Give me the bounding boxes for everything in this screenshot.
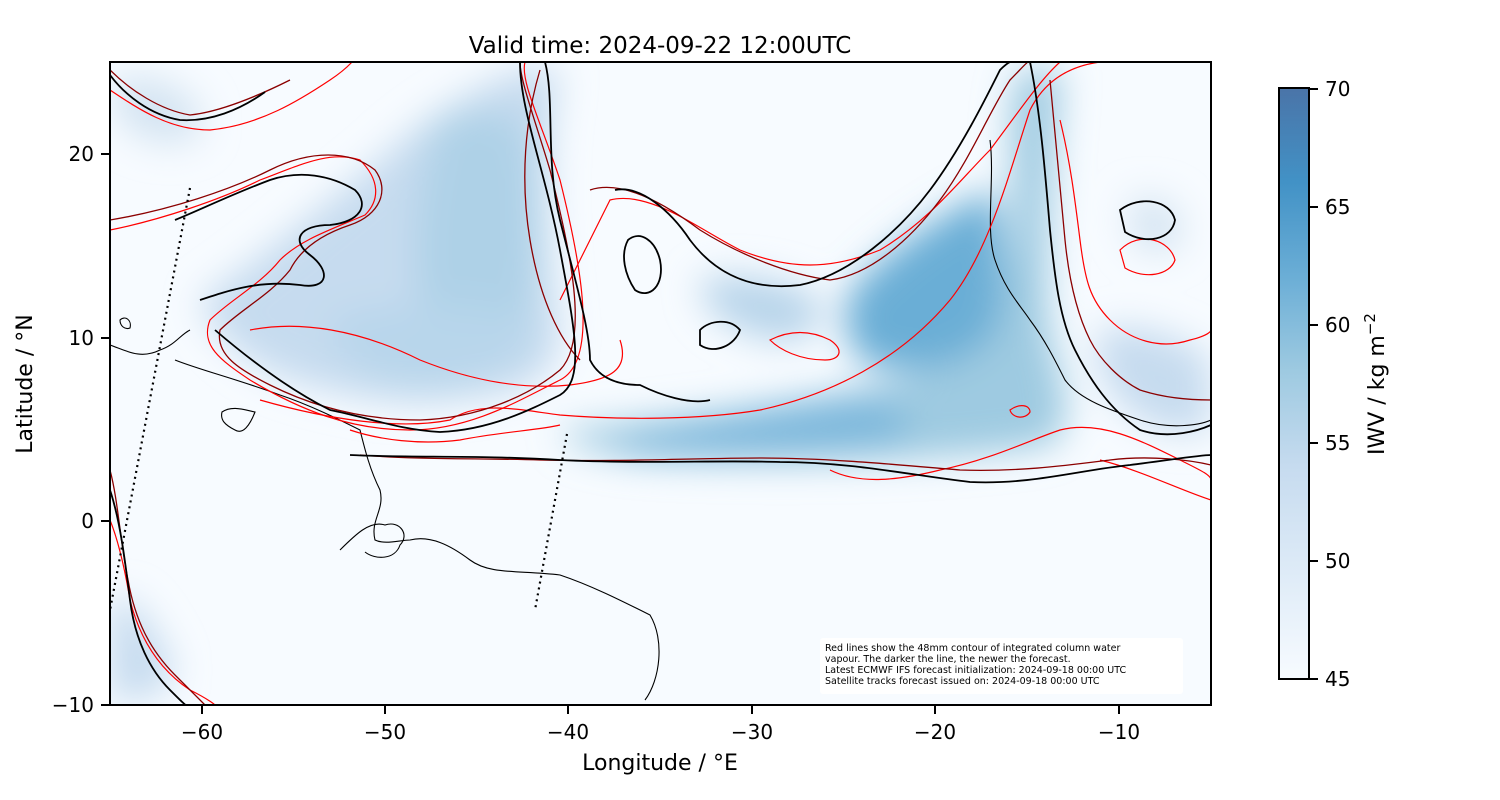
annotation-line-2: vapour. The darker the line, the newer t…	[825, 654, 1071, 665]
x-tick-label: −30	[731, 720, 773, 744]
coastline-island	[221, 407, 256, 432]
annotation-box: Red lines show the 48mm contour of integ…	[820, 638, 1183, 694]
contours-mid	[110, 62, 1211, 705]
iwv-field	[110, 70, 1210, 700]
plot-frame	[109, 61, 1212, 706]
x-tick-label: −40	[547, 720, 589, 744]
x-tick-label: −50	[364, 720, 406, 744]
coastline-south-america	[174, 359, 660, 701]
colorbar-tick-label: 55	[1325, 431, 1350, 455]
colorbar-label-main: IWV / kg m	[1365, 335, 1390, 455]
coastline-amazon-delta	[339, 523, 405, 558]
x-tick-label: −20	[914, 720, 956, 744]
annotation-line-4: Satellite tracks forecast issued on: 202…	[825, 676, 1100, 687]
colorbar-tick-label: 50	[1325, 549, 1350, 573]
y-tick-label: 10	[69, 326, 94, 350]
iwv-contours	[110, 62, 1211, 705]
contours-new	[110, 62, 1211, 705]
x-tick-label: −60	[181, 720, 223, 744]
coastline-caribbean	[110, 329, 191, 355]
colorbar-tick-label: 45	[1325, 667, 1350, 691]
x-axis: −60 −50 −40 −30 −20 −10 Longitude / °E	[181, 705, 1140, 776]
y-tick-label: 0	[81, 509, 94, 533]
x-tick-label: −10	[1098, 720, 1140, 744]
y-tick-label: −10	[52, 693, 94, 717]
annotation-line-3: Latest ECMWF IFS forecast initialization…	[825, 665, 1126, 676]
colorbar: 70 65 60 55 50 45 IWV / kg m−2	[1278, 77, 1390, 691]
annotation-background	[820, 638, 1183, 694]
y-axis: 20 10 0 −10 Latitude / °N	[13, 142, 110, 717]
x-axis-label: Longitude / °E	[582, 751, 738, 776]
y-tick-label: 20	[69, 142, 94, 166]
contours-old	[110, 62, 1211, 705]
colorbar-tick-label: 65	[1325, 195, 1350, 219]
colorbar-tick-label: 60	[1325, 313, 1350, 337]
annotation-line-1: Red lines show the 48mm contour of integ…	[825, 643, 1120, 654]
colorbar-tick-label: 70	[1325, 77, 1350, 101]
colorbar-gradient	[1278, 87, 1310, 680]
coastline-west-africa	[989, 139, 1211, 427]
chart-title: Valid time: 2024-09-22 12:00UTC	[469, 33, 852, 59]
colorbar-label-exponent: −2	[1361, 313, 1379, 335]
y-axis-label: Latitude / °N	[13, 314, 38, 453]
coastline-islet	[119, 317, 131, 330]
coastlines	[110, 139, 1211, 701]
colorbar-label: IWV / kg m−2	[1361, 313, 1390, 455]
